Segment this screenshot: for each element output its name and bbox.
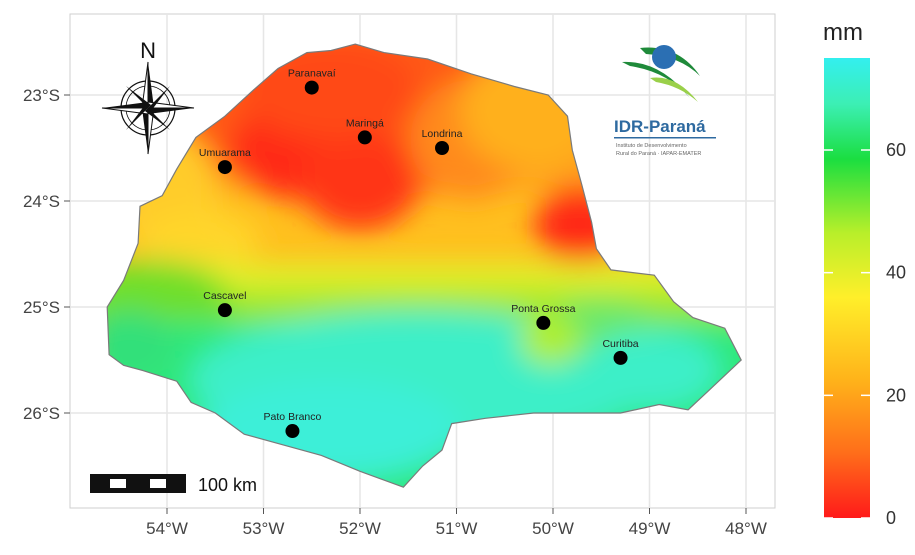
- logo-subtitle-2: Rural do Paraná · IAPAR-EMATER: [616, 151, 701, 157]
- north-arrow: N: [101, 38, 195, 155]
- lon-tick-label: 53°W: [243, 519, 285, 538]
- city-label: Maringá: [346, 117, 384, 129]
- logo-name: IDR-Paraná: [614, 117, 706, 136]
- lat-tick-label: 25°S: [23, 298, 60, 317]
- idr-parana-logo: IDR-Paraná Instituto de Desenvolvimento …: [614, 45, 716, 157]
- city-label: Cascavel: [203, 290, 246, 302]
- lon-tick-label: 51°W: [436, 519, 478, 538]
- legend-tick-label: 40: [886, 263, 906, 283]
- lon-tick-label: 52°W: [339, 519, 381, 538]
- state-border: [106, 43, 742, 488]
- city-dot: [304, 80, 319, 95]
- lon-tick-label: 48°W: [725, 519, 767, 538]
- city-label: Pato Branco: [264, 411, 322, 423]
- lat-tick-label: 26°S: [23, 404, 60, 423]
- city-label: Curitiba: [602, 338, 638, 350]
- latitude-ticks: 23°S 24°S 25°S 26°S: [23, 86, 70, 423]
- city-label: Umuarama: [199, 147, 251, 159]
- legend-tick-label: 20: [886, 385, 906, 405]
- scale-bar: 100 km: [90, 474, 257, 495]
- city-dot: [613, 350, 628, 365]
- city-label: Ponta Grossa: [511, 303, 575, 315]
- city-label: Paranavaí: [288, 68, 336, 80]
- lat-tick-label: 24°S: [23, 192, 60, 211]
- city-dot: [217, 160, 232, 175]
- legend-tick-label: 0: [886, 508, 896, 528]
- city-dot: [285, 424, 300, 439]
- lon-tick-label: 49°W: [629, 519, 671, 538]
- lon-tick-label: 54°W: [146, 519, 188, 538]
- legend-color-bar: [824, 58, 870, 518]
- compass-n-label: N: [140, 38, 156, 63]
- lat-tick-label: 23°S: [23, 86, 60, 105]
- city-dot: [357, 130, 372, 145]
- color-legend: mm 0 20 40 60: [823, 19, 906, 528]
- city-label: Londrina: [422, 128, 463, 140]
- longitude-ticks: 54°W 53°W 52°W 51°W 50°W 49°W 48°W: [146, 508, 767, 538]
- legend-ticks: 0 20 40 60: [824, 140, 906, 528]
- logo-subtitle-1: Instituto de Desenvolvimento: [616, 143, 687, 149]
- scale-bar-label: 100 km: [198, 475, 257, 495]
- city-dot: [536, 315, 551, 330]
- city-dot: [217, 303, 232, 318]
- lon-tick-label: 50°W: [532, 519, 574, 538]
- city-dot: [435, 141, 450, 155]
- city-markers: Paranavaí Maringá Londrina Umuarama Cascavel…: [199, 68, 639, 439]
- legend-tick-label: 60: [886, 140, 906, 160]
- legend-title: mm: [823, 19, 863, 46]
